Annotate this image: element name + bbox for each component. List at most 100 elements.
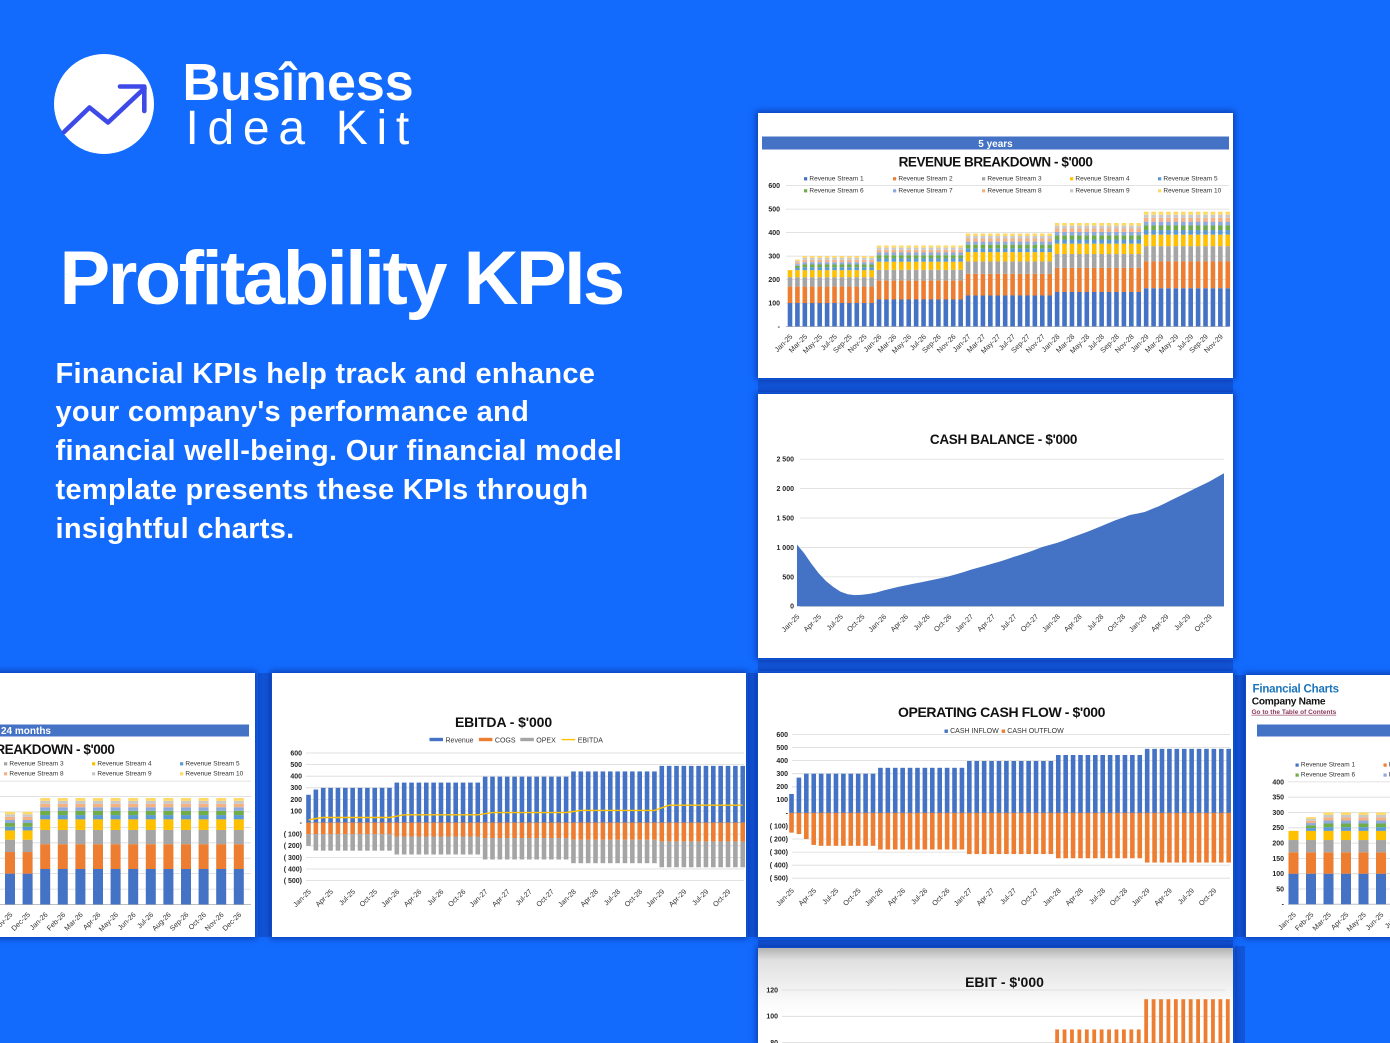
svg-text:Oct-25: Oct-25: [357, 887, 379, 909]
svg-text:Feb-26: Feb-26: [45, 910, 67, 932]
svg-text:Jul-28: Jul-28: [1087, 886, 1107, 906]
svg-text:Jul-26: Jul-26: [909, 886, 929, 906]
svg-text:Oct-29: Oct-29: [1192, 612, 1214, 634]
svg-text:Apr-26: Apr-26: [888, 612, 910, 634]
svg-text:Go to the Table of Contents: Go to the Table of Contents: [1252, 709, 1337, 716]
svg-text:Jan-26: Jan-26: [379, 887, 401, 909]
svg-text:Company Name: Company Name: [1252, 697, 1326, 708]
svg-text:200: 200: [776, 784, 788, 791]
svg-text:Apr-25: Apr-25: [796, 886, 818, 908]
svg-text:24 months: 24 months: [1, 726, 51, 737]
svg-text:200: 200: [1272, 841, 1284, 848]
svg-text:Oct-27: Oct-27: [1019, 612, 1041, 634]
svg-text:Jan-26: Jan-26: [863, 886, 885, 908]
svg-text:500: 500: [776, 745, 788, 752]
svg-text:Jan-26: Jan-26: [866, 612, 888, 634]
svg-text:Apr-25: Apr-25: [801, 612, 823, 634]
svg-text:Revenue Stream 6: Revenue Stream 6: [1301, 772, 1356, 779]
svg-text:( 300): ( 300): [284, 855, 302, 862]
svg-text:( 400): ( 400): [284, 866, 302, 873]
svg-text:May-25: May-25: [1345, 910, 1368, 933]
svg-text:Oct-26: Oct-26: [930, 886, 952, 908]
svg-text:Jan-28: Jan-28: [1041, 886, 1063, 908]
svg-text:Jun-25: Jun-25: [1364, 910, 1386, 932]
svg-text:100: 100: [1272, 871, 1284, 878]
svg-text:( 300): ( 300): [770, 850, 788, 857]
svg-text:Dec-25: Dec-25: [9, 910, 32, 933]
svg-text:400: 400: [290, 774, 302, 781]
svg-text:-: -: [1282, 902, 1285, 909]
svg-text:Oct-27: Oct-27: [1019, 886, 1041, 908]
svg-text:2 000: 2 000: [776, 486, 794, 493]
svg-text:Revenue Stream 7: Revenue Stream 7: [898, 187, 953, 194]
svg-text:2 500: 2 500: [776, 457, 794, 464]
svg-text:Jul-29: Jul-29: [1172, 612, 1192, 632]
svg-text:100: 100: [776, 797, 788, 804]
svg-text:Revenue Stream 3: Revenue Stream 3: [9, 760, 64, 767]
svg-text:CASH OUTFLOW: CASH OUTFLOW: [1007, 728, 1064, 735]
svg-text:Revenue Stream 3: Revenue Stream 3: [987, 175, 1042, 182]
svg-text:Oct-28: Oct-28: [622, 887, 644, 909]
svg-text:Jan-25: Jan-25: [780, 612, 802, 634]
svg-text:OPERATING CASH FLOW - $'000: OPERATING CASH FLOW - $'000: [898, 704, 1106, 720]
svg-text:Jul-25: Jul-25: [337, 887, 357, 907]
svg-text:Jul-28: Jul-28: [1085, 612, 1105, 632]
svg-text:250: 250: [1272, 825, 1284, 832]
svg-text:150: 150: [1272, 856, 1284, 863]
svg-text:80: 80: [770, 1040, 778, 1043]
svg-text:-: -: [786, 810, 789, 817]
svg-text:( 100): ( 100): [284, 832, 302, 839]
svg-text:Revenue Stream 10: Revenue Stream 10: [185, 770, 243, 777]
svg-text:400: 400: [1272, 779, 1284, 786]
svg-text:500: 500: [290, 762, 302, 769]
svg-text:Oct-26: Oct-26: [446, 887, 468, 909]
svg-text:COGS: COGS: [495, 738, 516, 745]
svg-text:Jan-29: Jan-29: [1130, 886, 1152, 908]
svg-text:400: 400: [776, 758, 788, 765]
svg-text:500: 500: [782, 574, 794, 581]
svg-text:( 200): ( 200): [284, 843, 302, 850]
svg-text:R: R: [1389, 762, 1390, 769]
svg-text:Revenue Stream 2: Revenue Stream 2: [898, 175, 953, 182]
svg-text:Oct-29: Oct-29: [711, 887, 733, 909]
svg-text:100: 100: [766, 1014, 778, 1021]
svg-text:Revenue Stream 1: Revenue Stream 1: [1301, 762, 1356, 769]
svg-text:( 500): ( 500): [284, 878, 302, 885]
svg-text:Revenue Stream 8: Revenue Stream 8: [987, 187, 1042, 194]
svg-text:300: 300: [768, 254, 780, 261]
svg-text:Revenue Stream 9: Revenue Stream 9: [1075, 187, 1130, 194]
svg-text:( 100): ( 100): [770, 823, 788, 830]
svg-text:Mar-25: Mar-25: [1310, 910, 1332, 932]
svg-text:Revenue Stream 5: Revenue Stream 5: [1163, 175, 1218, 182]
svg-text:Apr-28: Apr-28: [578, 887, 600, 909]
svg-text:Jul-25: Jul-25: [820, 886, 840, 906]
svg-text:Dec-26: Dec-26: [220, 910, 243, 933]
svg-text:REVENUE BREAKDOWN - $'000: REVENUE BREAKDOWN - $'000: [0, 742, 114, 757]
svg-text:100: 100: [290, 808, 302, 815]
svg-text:Jul-29: Jul-29: [1176, 886, 1196, 906]
svg-text:CASH BALANCE - $'000: CASH BALANCE - $'000: [930, 432, 1077, 447]
svg-text:EBITDA - $'000: EBITDA - $'000: [455, 714, 552, 730]
svg-text:Jul-25: Jul-25: [1383, 910, 1390, 930]
svg-text:100: 100: [768, 300, 780, 307]
svg-text:EBIT - $'000: EBIT - $'000: [965, 974, 1044, 990]
svg-text:Revenue Stream 6: Revenue Stream 6: [809, 187, 864, 194]
svg-text:600: 600: [290, 750, 302, 757]
svg-text:Oct-25: Oct-25: [845, 612, 867, 634]
svg-text:Apr-28: Apr-28: [1062, 612, 1084, 634]
svg-text:Revenue Stream 4: Revenue Stream 4: [1075, 175, 1130, 182]
svg-text:Revenue Stream 9: Revenue Stream 9: [97, 770, 152, 777]
svg-text:Apr-26: Apr-26: [402, 887, 424, 909]
svg-text:Apr-26: Apr-26: [885, 886, 907, 908]
svg-text:EBITDA: EBITDA: [578, 738, 604, 745]
svg-text:Oct-29: Oct-29: [1197, 886, 1219, 908]
svg-text:Jul-26: Jul-26: [425, 887, 445, 907]
svg-text:CASH INFLOW: CASH INFLOW: [950, 728, 999, 735]
svg-text:Revenue Stream 5: Revenue Stream 5: [185, 760, 240, 767]
svg-text:200: 200: [768, 277, 780, 284]
svg-text:Jan-28: Jan-28: [1040, 612, 1062, 634]
svg-text:Jan-27: Jan-27: [468, 887, 490, 909]
svg-text:Jul-29: Jul-29: [690, 887, 710, 907]
svg-text:Jan-29: Jan-29: [644, 887, 666, 909]
svg-text:Jan-29: Jan-29: [1127, 612, 1149, 634]
